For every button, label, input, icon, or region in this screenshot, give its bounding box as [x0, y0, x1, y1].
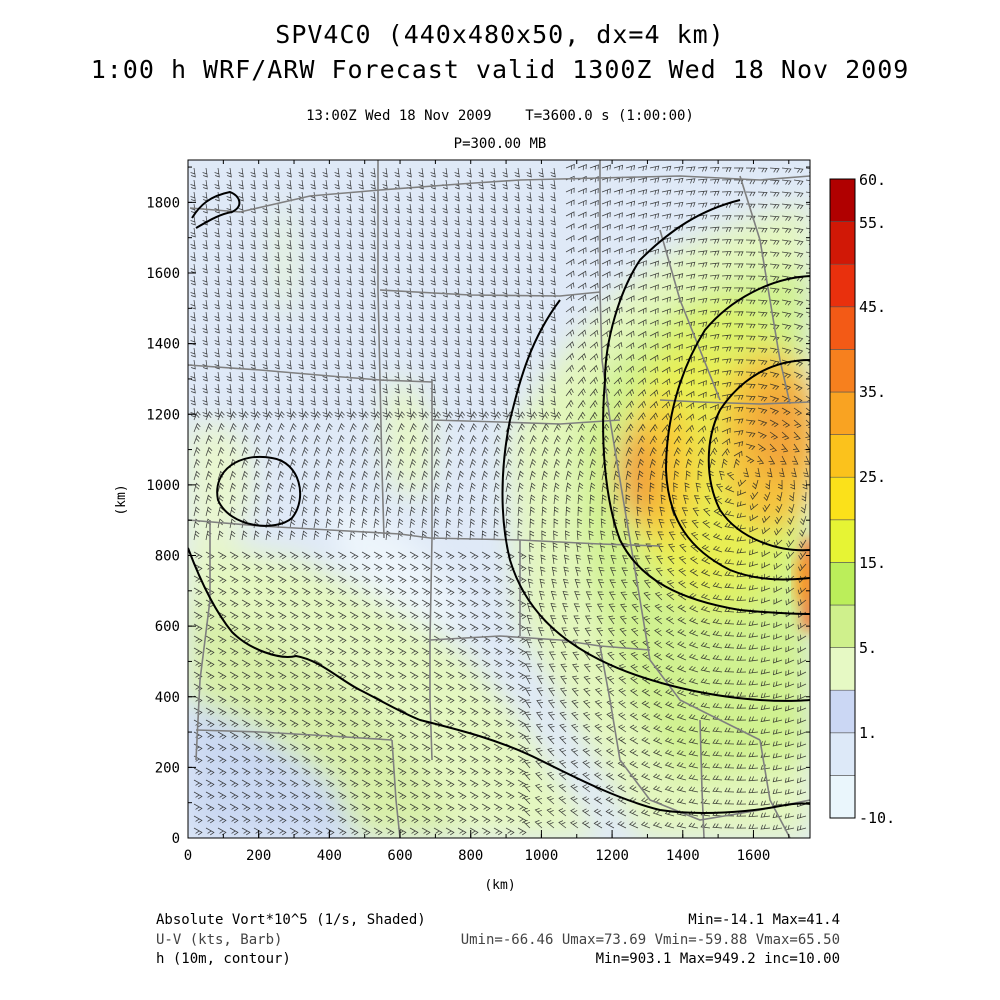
colorbar-label: 25.: [859, 468, 886, 486]
colorbar-swatch: [829, 647, 856, 691]
pressure-level: P=300.00 MB: [453, 136, 547, 152]
height-range: Min=903.1 Max=949.2 inc=10.00: [595, 951, 840, 967]
colorbar-swatch: [829, 689, 856, 734]
y-tick-label: 1400: [146, 337, 180, 353]
colorbar-swatch: [829, 604, 856, 648]
legend-height: h (10m, contour): [156, 951, 291, 967]
colorbar-swatch: [829, 349, 856, 393]
colorbar-label: 15.: [859, 554, 886, 572]
x-tick-label: 1400: [666, 848, 700, 864]
y-tick-label: 800: [155, 549, 180, 565]
y-tick-label: 1800: [146, 195, 180, 211]
y-tick-label: 1200: [146, 407, 180, 423]
state-boundaries: [188, 160, 810, 838]
y-tick-label: 0: [172, 831, 180, 847]
valid-time-line: 13:00Z Wed 18 Nov 2009 T=3600.0 s (1:00:…: [0, 108, 1000, 124]
x-tick-label: 200: [246, 848, 271, 864]
colorbar-label: 45.: [859, 298, 886, 316]
vorticity-range: Min=-14.1 Max=41.4: [688, 912, 840, 928]
y-tick-label: 400: [155, 690, 180, 706]
valid-time: 13:00Z Wed 18 Nov 2009: [306, 108, 492, 124]
colorbar-swatch: [829, 178, 856, 222]
legend-wind: U-V (kts, Barb): [156, 932, 283, 948]
colorbar-label: 60.: [859, 171, 886, 189]
colorbar-label: -10.: [859, 809, 895, 827]
colorbar-label: 35.: [859, 383, 886, 401]
colorbar-swatch: [829, 221, 856, 265]
x-tick-label: 1000: [525, 848, 559, 864]
colorbar-label: 1.: [859, 724, 877, 742]
colorbar-label: 55.: [859, 214, 886, 232]
colorbar-swatch: [829, 306, 856, 350]
x-axis: 0 200 400 600 800 1000 1200 1400 1600: [184, 160, 790, 864]
height-contours: [188, 190, 810, 814]
y-tick-label: 1600: [146, 266, 180, 282]
colorbar-swatch: [829, 519, 856, 563]
x-tick-label: 400: [317, 848, 342, 864]
plot-frame: [187, 159, 811, 839]
legend-vorticity: Absolute Vort*10^5 (1/s, Shaded): [156, 912, 426, 928]
colorbar-swatch: [829, 434, 856, 478]
y-axis: 0 200 400 600 800 1000 1200 1400 1600 1800: [146, 166, 810, 847]
elapsed-time: T=3600.0 s (1:00:00): [525, 108, 694, 124]
x-tick-label: 0: [184, 848, 192, 864]
y-tick-label: 600: [155, 619, 180, 635]
title-line-1: SPV4C0 (440x480x50, dx=4 km): [275, 20, 725, 49]
vorticity-shading: [188, 160, 810, 838]
colorbar-swatch: [829, 263, 856, 308]
colorbar-swatch: [829, 732, 856, 776]
y-axis-label: (km): [114, 484, 129, 515]
title-line-2: 1:00 h WRF/ARW Forecast valid 1300Z Wed …: [90, 55, 910, 84]
x-tick-label: 1200: [595, 848, 629, 864]
colorbar-label: 5.: [859, 639, 877, 657]
colorbar-swatch: [829, 775, 856, 819]
colorbar-swatch: [829, 476, 856, 521]
x-axis-label: (km): [484, 878, 515, 893]
x-tick-label: 800: [458, 848, 483, 864]
y-tick-label: 1000: [146, 478, 180, 494]
colorbar-swatch: [829, 391, 856, 435]
y-tick-label: 200: [155, 760, 180, 776]
wind-barbs: [190, 163, 810, 836]
colorbar: 60. 55. 45. 35. 25. 15. 5. 1. -10.: [829, 171, 895, 827]
wind-range: Umin=-66.46 Umax=73.69 Vmin=-59.88 Vmax=…: [460, 932, 840, 948]
x-tick-label: 600: [387, 848, 412, 864]
colorbar-swatch: [829, 562, 856, 606]
x-tick-label: 1600: [737, 848, 771, 864]
